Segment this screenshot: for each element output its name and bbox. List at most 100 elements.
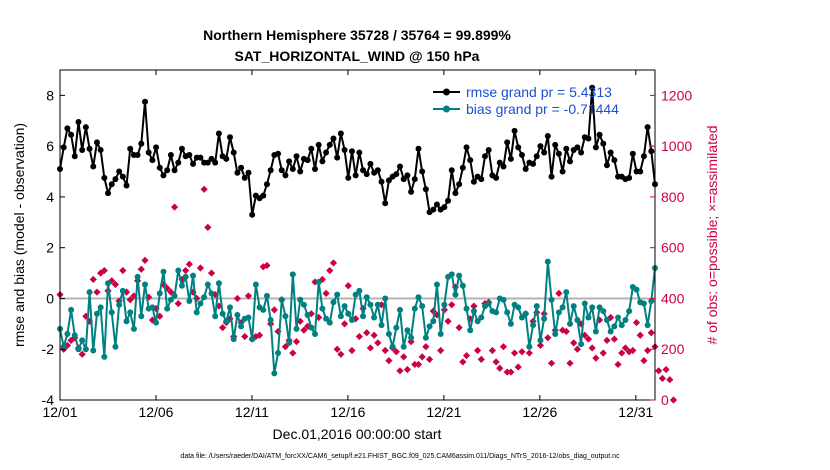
rmse-point [422, 186, 429, 193]
bias-point [474, 318, 481, 325]
assimilated-marker [167, 288, 175, 296]
bias-point [312, 331, 318, 337]
rmse-point [64, 125, 71, 132]
rmse-point [644, 124, 651, 131]
assimilated-marker [562, 327, 570, 336]
rmse-point [574, 144, 581, 151]
assimilated-marker [211, 291, 219, 299]
bias-point [164, 305, 171, 312]
bias-point [178, 282, 185, 289]
rmse-point [415, 145, 422, 152]
rmse-point [208, 155, 215, 162]
rmse-point [507, 155, 514, 162]
rmse-point [330, 135, 337, 142]
assimilated-marker [655, 367, 663, 375]
bias-point [138, 313, 145, 320]
assimilated-marker [588, 344, 596, 352]
bias-point [119, 287, 126, 294]
assimilated-marker [525, 349, 533, 357]
assimilated-marker [636, 331, 644, 339]
assimilated-marker [592, 354, 600, 362]
assimilated-marker [355, 332, 363, 341]
assimilated-marker [100, 266, 108, 275]
bias-point [116, 301, 123, 308]
bias-series [57, 258, 658, 377]
rmse-point [626, 174, 633, 181]
bias-point [90, 347, 97, 354]
assimilated-marker [366, 344, 375, 352]
rmse-point [319, 158, 326, 165]
bias-point [278, 296, 285, 303]
bias-point [249, 336, 256, 343]
y-axis-right-ticks: 0 200 400 600 800 1000 1200 [650, 87, 692, 408]
x-axis-label: Dec.01,2016 00:00:00 start [273, 426, 442, 442]
bias-point [105, 280, 112, 287]
bias-point [644, 322, 651, 329]
y-tick-label: -2 [42, 341, 55, 357]
bias-point [600, 308, 607, 315]
rmse-point [411, 176, 418, 183]
assimilated-marker [174, 299, 182, 308]
rmse-point [478, 176, 485, 183]
rmse-point [611, 157, 618, 164]
assimilated-marker [403, 365, 411, 374]
assimilated-marker [584, 335, 593, 343]
x-tick-label: 12/26 [522, 404, 557, 420]
bias-point [352, 291, 359, 298]
assimilated-marker [204, 223, 212, 231]
rmse-point [345, 174, 352, 181]
assimilated-marker [363, 329, 371, 337]
bias-point [134, 273, 141, 280]
rmse-point [511, 127, 518, 134]
bias-point [437, 331, 444, 337]
bias-point [212, 313, 219, 320]
bias-point [640, 300, 647, 307]
bias-point [626, 308, 633, 315]
bias-point [282, 313, 289, 320]
rmse-point [463, 144, 470, 151]
bias-point [82, 346, 89, 353]
bias-point [485, 300, 492, 307]
rmse-point [459, 164, 466, 171]
rmse-point [640, 153, 647, 160]
rmse-point [430, 206, 437, 213]
bias-point [108, 309, 115, 316]
assimilated-marker [474, 346, 482, 355]
bias-point [615, 314, 622, 321]
bias-point [493, 309, 500, 316]
bias-point [234, 311, 241, 318]
bias-point [360, 313, 367, 320]
rmse-point [452, 190, 459, 197]
assimilated-marker [93, 288, 101, 296]
x-tick-label: 12/21 [426, 404, 461, 420]
assimilated-marker [488, 346, 496, 355]
assimilated-marker [300, 326, 308, 334]
assimilated-marker [407, 338, 415, 346]
bias-point [319, 305, 326, 312]
bias-point [459, 282, 466, 289]
assimilated-marker [185, 260, 193, 268]
rmse-point [456, 181, 463, 188]
rmse-point [297, 168, 304, 175]
bias-point [422, 334, 429, 341]
y-tick-label: -4 [42, 392, 55, 408]
rmse-point [153, 144, 160, 151]
assimilated-marker [618, 349, 626, 357]
bias-point [478, 314, 485, 321]
rmse-point [470, 178, 477, 185]
assimilated-marker [396, 367, 404, 375]
rmse-point [648, 148, 655, 155]
bias-point [367, 301, 374, 308]
bias-point [456, 272, 463, 279]
bias-point [504, 309, 511, 316]
x-tick-label: 12/16 [330, 404, 365, 420]
rmse-point [441, 204, 448, 211]
assimilated-marker [470, 302, 478, 310]
rmse-point [293, 153, 300, 160]
y-right-tick-label: 1000 [661, 138, 692, 154]
bias-point [275, 350, 282, 357]
bias-point [127, 309, 134, 316]
assimilated-marker [392, 348, 400, 356]
y-axis-right-label: # of obs: o=possible; ×=assimilated [704, 125, 720, 344]
rmse-point [555, 150, 562, 157]
